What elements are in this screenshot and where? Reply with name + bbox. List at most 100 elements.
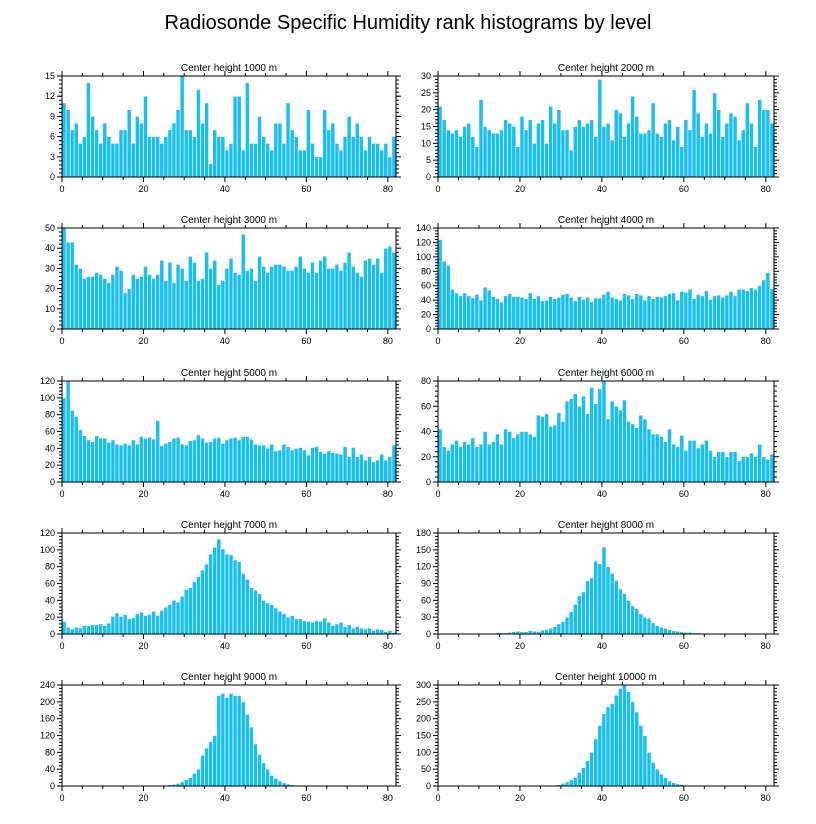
bar (163, 136, 169, 178)
panel-2: Center height 2000 m 0 5 10 15 20 25 30 0 20 40 60 8… (421, 63, 779, 194)
bar (490, 132, 496, 178)
bar (167, 441, 173, 483)
bar (486, 443, 492, 483)
bar (90, 624, 95, 635)
y-tick-label: 200 (416, 714, 431, 724)
bar (204, 747, 209, 787)
bar (387, 456, 393, 483)
bar (65, 241, 71, 330)
bar (244, 270, 250, 330)
bar (257, 116, 262, 178)
bar (474, 446, 480, 483)
y-tick-label: 80 (45, 410, 55, 420)
bar (609, 139, 615, 178)
bar (196, 434, 201, 483)
y-tick-label: 0 (50, 629, 55, 639)
bar (499, 443, 504, 483)
bar (281, 443, 287, 483)
bar (277, 610, 283, 635)
bar (297, 447, 303, 483)
x-tick-label: 40 (220, 184, 230, 194)
y-tick-label: 20 (421, 310, 431, 320)
bar (470, 437, 476, 483)
bar (261, 136, 266, 178)
bar (572, 393, 578, 483)
bar (458, 295, 463, 330)
bar (531, 436, 537, 483)
bar (601, 126, 607, 178)
bar (609, 400, 615, 483)
bar (183, 129, 189, 178)
bar (151, 278, 156, 330)
bar (478, 443, 484, 483)
bar (94, 129, 99, 178)
bar (675, 446, 681, 483)
bar (745, 290, 750, 330)
bar (330, 452, 336, 483)
bar (449, 443, 455, 483)
bar (110, 274, 116, 330)
bar (593, 136, 599, 178)
bar (572, 603, 578, 635)
bar (490, 441, 496, 483)
y-tick-label: 20 (45, 460, 55, 470)
x-tick-label: 0 (59, 184, 64, 194)
bar (179, 443, 185, 483)
y-tick-label: 240 (40, 680, 55, 690)
bar (216, 136, 222, 178)
bar (699, 443, 705, 483)
bar (220, 548, 226, 635)
panel-10: Center height 10000 m0501001502002503000… (416, 672, 779, 803)
y-axis: 0 40 80 120 160 200 240 (40, 680, 401, 791)
bar (240, 149, 246, 178)
bar (708, 450, 713, 483)
panel-4: Center height 4000 m 0 20 40 60 80 100 120 140 0 2… (416, 215, 779, 346)
bar (663, 295, 668, 330)
bar (454, 292, 459, 330)
bar (613, 298, 619, 330)
y-tick-label: 12 (45, 91, 55, 101)
bar (314, 156, 319, 178)
bar (171, 282, 177, 330)
bar (306, 621, 311, 635)
bar (515, 433, 521, 483)
bar (646, 617, 652, 635)
bar (126, 444, 132, 483)
bar (732, 295, 738, 330)
bar (212, 437, 218, 483)
bar (675, 299, 681, 330)
bar-series (61, 75, 397, 178)
bar (581, 126, 586, 178)
bar (383, 459, 389, 483)
bar (503, 295, 508, 330)
bar (769, 122, 775, 178)
bar (216, 284, 222, 330)
y-tick-label: 0 (50, 781, 55, 791)
bar (326, 129, 332, 178)
bar (577, 772, 582, 787)
panel-title: Center height 9000 m (181, 672, 277, 683)
x-tick-label: 0 (435, 793, 440, 803)
bar (724, 294, 730, 330)
bar (220, 280, 226, 330)
bar (244, 82, 250, 178)
bar (482, 286, 488, 330)
bar (338, 621, 344, 635)
bar (667, 629, 672, 635)
x-tick-label: 0 (59, 641, 64, 651)
bar (224, 268, 230, 330)
bar (540, 119, 545, 178)
bar-series (159, 693, 307, 787)
panel-title: Center height 6000 m (558, 368, 654, 379)
x-axis: 0 20 40 60 80 (59, 680, 393, 803)
bar (208, 441, 214, 483)
bar (204, 442, 209, 483)
bar (581, 299, 586, 330)
bar (253, 743, 258, 787)
bar (667, 293, 672, 330)
bar (699, 136, 705, 178)
bar (143, 266, 148, 330)
bar (183, 779, 189, 787)
bar (363, 628, 368, 635)
bar (572, 777, 578, 787)
